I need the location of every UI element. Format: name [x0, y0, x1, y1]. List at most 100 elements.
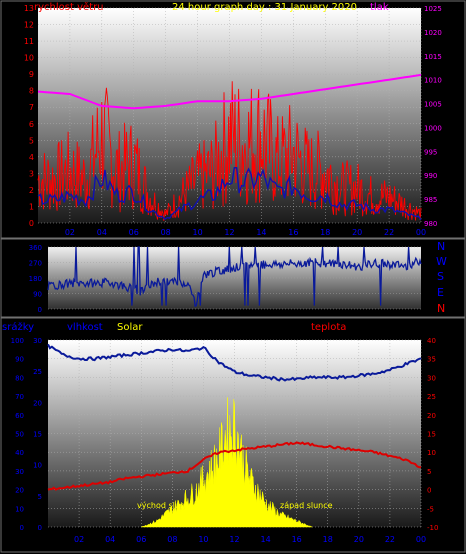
- pressure-tick-label: 1015: [424, 53, 442, 61]
- hour-tick-label: 22: [385, 535, 395, 544]
- rain-tick-label: 30: [33, 337, 42, 345]
- humidity-pct-tick-label: 50: [15, 431, 24, 439]
- wind-tick-label: 7: [29, 103, 34, 112]
- pressure-tick-label: 985: [424, 196, 437, 204]
- hour-tick-label: 20: [352, 228, 362, 237]
- temperature-tick-label: 35: [427, 356, 436, 364]
- wind-tick-label: 4: [29, 153, 34, 162]
- pressure-tick-label: 1010: [424, 77, 442, 85]
- solar-area: [140, 397, 313, 528]
- hour-tick-label: 06: [136, 535, 146, 544]
- humidity-pct-tick-label: 60: [15, 412, 24, 420]
- direction-tick-label: 360: [29, 244, 42, 252]
- hour-tick-label: 08: [167, 535, 177, 544]
- hour-tick-label: 02: [65, 228, 75, 237]
- pressure-tick-label: 1025: [424, 5, 442, 13]
- hour-tick-label: 18: [320, 228, 330, 237]
- solar-label: Solar: [117, 322, 143, 333]
- humidity-pct-tick-label: 80: [15, 374, 24, 382]
- dir-letter-n-top: N: [437, 240, 445, 253]
- dir-letter-n-bottom: N: [437, 302, 445, 315]
- temperature-tick-label: 5: [427, 468, 431, 476]
- temperature-tick-label: 40: [427, 337, 436, 345]
- wind-tick-label: 8: [29, 87, 34, 96]
- chart-title: 24 hour graph day : 31 January 2020: [172, 2, 357, 13]
- wind-tick-label: 11: [24, 37, 34, 46]
- humidity-pct-tick-label: 90: [15, 356, 24, 364]
- hour-tick-label: 08: [161, 228, 171, 237]
- humidity-pct-tick-label: 10: [15, 505, 24, 513]
- wind-tick-label: 6: [29, 120, 34, 129]
- wind-tick-label: 12: [24, 21, 34, 30]
- pressure-tick-label: 1020: [424, 29, 442, 37]
- rain-tick-label: 5: [38, 493, 42, 501]
- pressure-tick-label: 1000: [424, 124, 442, 132]
- hour-tick-label: 06: [129, 228, 139, 237]
- hour-tick-label: 12: [229, 535, 239, 544]
- hour-tick-label: 02: [74, 535, 84, 544]
- wind-tick-label: 9: [29, 70, 34, 79]
- tick-layer: 0123456789101112139809859909951000100510…: [11, 4, 442, 544]
- temperature-tick-label: 10: [427, 449, 436, 457]
- hour-tick-label: 14: [260, 535, 270, 544]
- rain-tick-label: 10: [33, 462, 42, 470]
- hour-tick-label: 18: [323, 535, 333, 544]
- humidity-line: [47, 343, 422, 382]
- rain-label: srážky: [2, 321, 34, 333]
- sunset-annotation: západ slunce: [280, 501, 333, 510]
- pressure-line: [37, 73, 422, 110]
- rain-tick-label: 20: [33, 399, 42, 407]
- wind-tick-label: 5: [29, 136, 34, 145]
- temperature-tick-label: 25: [427, 393, 436, 401]
- wind-tick-label: 2: [29, 186, 34, 195]
- direction-tick-label: 180: [29, 275, 42, 283]
- hour-tick-label: 14: [256, 228, 266, 237]
- hour-tick-label: 22: [384, 228, 394, 237]
- dir-letter-s: S: [437, 270, 444, 283]
- hour-tick-label: 10: [192, 228, 202, 237]
- rain-tick-label: 0: [38, 524, 42, 532]
- hour-tick-label: 16: [288, 228, 298, 237]
- wind-tick-label: 0: [29, 219, 34, 228]
- dir-letter-w: W: [436, 255, 447, 268]
- humidity-pct-tick-label: 0: [20, 524, 24, 532]
- humidity-pct-tick-label: 100: [11, 337, 24, 345]
- wind-tick-label: 3: [29, 169, 34, 178]
- humidity-pct-tick-label: 20: [15, 487, 24, 495]
- temperature-tick-label: 20: [427, 412, 436, 420]
- humidity-pct-tick-label: 30: [15, 468, 24, 476]
- wind-direction-line: [47, 246, 422, 307]
- pressure-label: tlak: [370, 2, 389, 13]
- temperature-tick-label: -10: [427, 524, 438, 532]
- hour-tick-label: 12: [224, 228, 234, 237]
- rain-tick-label: 25: [33, 368, 42, 376]
- rain-tick-label: 15: [33, 431, 42, 439]
- temperature-tick-label: 0: [427, 487, 431, 495]
- pressure-tick-label: 995: [424, 148, 437, 156]
- temperature-line: [47, 441, 422, 491]
- wind-tick-label: 10: [24, 54, 34, 63]
- wind-plot-area: [38, 8, 421, 223]
- pressure-tick-label: 980: [424, 220, 437, 228]
- humidity-label: vlhkost: [67, 322, 103, 333]
- direction-tick-label: 0: [38, 306, 42, 314]
- wind-tick-label: 1: [29, 202, 34, 211]
- temperature-tick-label: 30: [427, 374, 436, 382]
- sunrise-annotation: východ slunce: [137, 501, 194, 510]
- hour-tick-label: 00: [416, 228, 426, 237]
- temperature-tick-label: 15: [427, 431, 436, 439]
- hour-tick-label: 10: [198, 535, 208, 544]
- hour-tick-label: 20: [354, 535, 364, 544]
- hour-tick-label: 04: [97, 228, 107, 237]
- wind-speed-line: [37, 81, 422, 221]
- direction-tick-label: 90: [33, 291, 42, 299]
- pressure-tick-label: 1005: [424, 101, 442, 109]
- wind-tick-label: 13: [24, 4, 34, 13]
- hour-tick-label: 04: [105, 535, 115, 544]
- wind-speed-label: rychlost větru: [34, 1, 104, 13]
- hour-tick-label: 16: [292, 535, 302, 544]
- temperature-tick-label: -5: [427, 505, 434, 513]
- dir-letter-e: E: [437, 286, 444, 299]
- direction-tick-label: 270: [29, 260, 42, 268]
